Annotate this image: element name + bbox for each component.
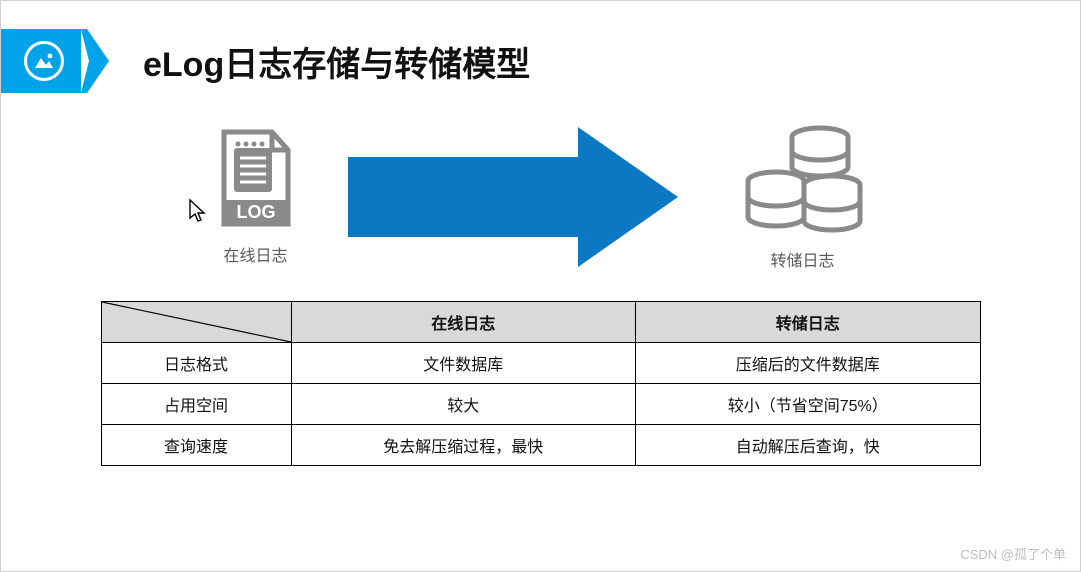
online-log-label: 在线日志	[223, 242, 287, 266]
log-file-icon: LOG	[214, 128, 298, 228]
archive-log-node: 转储日志	[738, 123, 868, 271]
col-archive: 转储日志	[635, 302, 980, 343]
row-label: 查询速度	[101, 425, 291, 466]
image-icon	[24, 41, 64, 81]
cell: 压缩后的文件数据库	[635, 343, 980, 384]
big-arrow	[348, 127, 688, 267]
database-stack-icon	[738, 123, 868, 233]
table-row: 查询速度 免去解压缩过程，最快 自动解压后查询，快	[101, 425, 980, 466]
cell: 自动解压后查询，快	[635, 425, 980, 466]
banner-arrow-tip	[87, 29, 109, 93]
table-row: 日志格式 文件数据库 压缩后的文件数据库	[101, 343, 980, 384]
cell: 较大	[291, 384, 635, 425]
cell: 文件数据库	[291, 343, 635, 384]
table-header-row: 在线日志 转储日志	[101, 302, 980, 343]
table-corner-cell	[101, 302, 291, 343]
archive-log-label: 转储日志	[770, 247, 834, 271]
log-badge-text: LOG	[236, 202, 275, 222]
cell: 免去解压缩过程，最快	[291, 425, 635, 466]
watermark: CSDN @孤了个单	[960, 544, 1066, 563]
slide-header: eLog日志存储与转储模型	[1, 29, 1080, 93]
comparison-table: 在线日志 转储日志 日志格式 文件数据库 压缩后的文件数据库 占用空间 较大 较…	[101, 301, 981, 466]
slide-title: eLog日志存储与转储模型	[143, 37, 530, 86]
cursor-icon	[188, 198, 208, 224]
banner-rect	[1, 29, 87, 93]
cell: 较小（节省空间75%）	[635, 384, 980, 425]
row-label: 占用空间	[101, 384, 291, 425]
row-label: 日志格式	[101, 343, 291, 384]
online-log-node: LOG 在线日志	[214, 128, 298, 266]
banner-tab	[1, 29, 109, 93]
col-online: 在线日志	[291, 302, 635, 343]
table-row: 占用空间 较大 较小（节省空间75%）	[101, 384, 980, 425]
diagram-row: LOG 在线日志 转储日志	[1, 123, 1080, 271]
